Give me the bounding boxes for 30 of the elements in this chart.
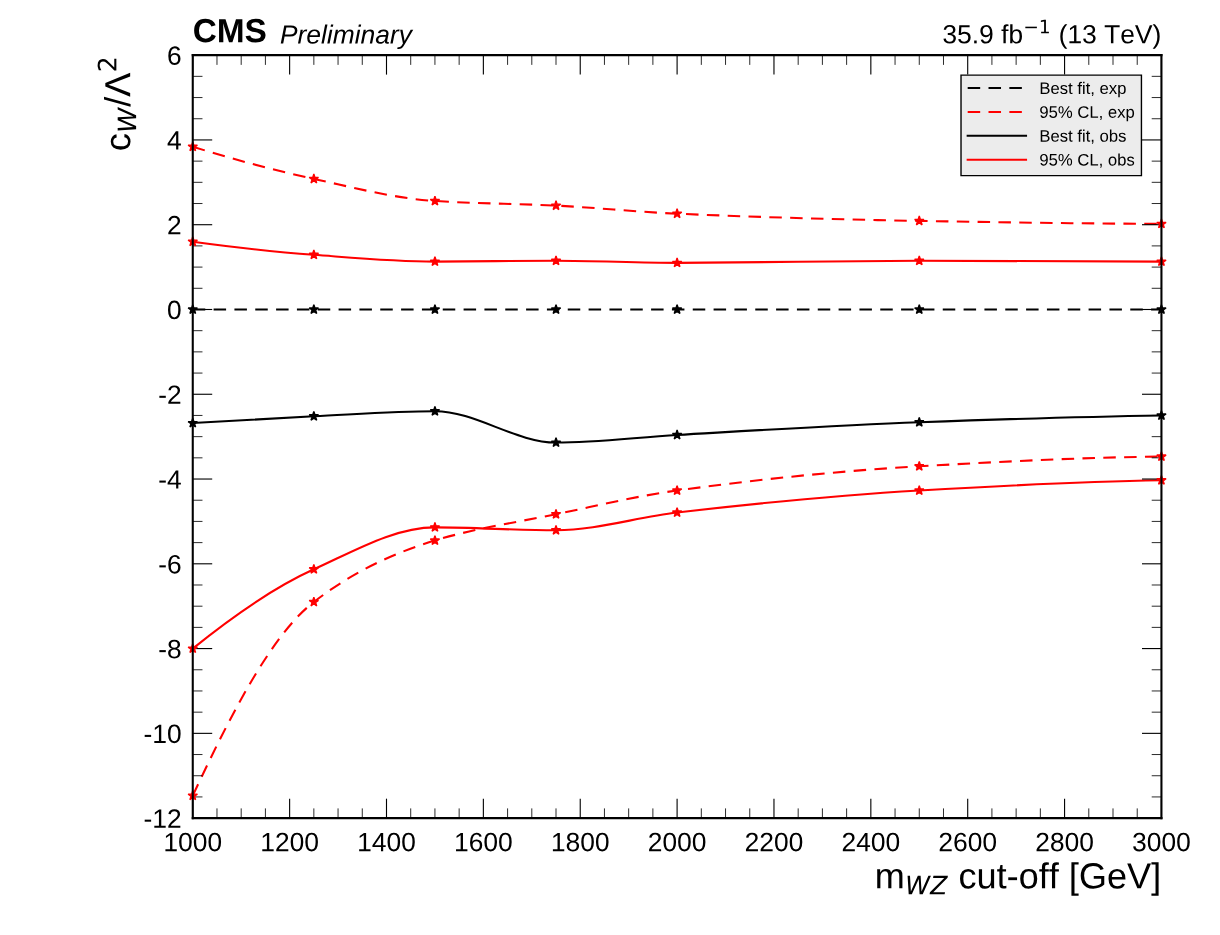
y-tick-label: -4 (159, 470, 181, 489)
x-tick-label: 1200 (262, 832, 318, 852)
y-tick-label: 6 (168, 46, 181, 65)
y-tick-label: -2 (159, 385, 181, 404)
y-tick-label: -12 (144, 809, 181, 828)
x-tick-label: 1000 (165, 832, 222, 852)
x-tick-label: 1600 (456, 832, 512, 852)
legend-label: Best fit, exp (1040, 81, 1126, 98)
x-tick-label: 1400 (359, 832, 415, 852)
y-tick-label: -6 (159, 554, 181, 574)
text: 35.9 fb$^{−1}$ (13 TeV) (943, 19, 1160, 49)
x-axis-title: m$_{WZ}$ cut-off [GeV] (877, 862, 1159, 896)
x-tick-label: 2200 (745, 832, 803, 852)
x-tick-label: 3000 (1133, 832, 1190, 852)
x-tick-label: 2000 (649, 832, 706, 852)
x-tick-label: 2600 (939, 832, 997, 852)
y-tick-label: 2 (168, 215, 181, 235)
chart-title: CMS (194, 18, 266, 43)
y-tick-label: 4 (167, 131, 181, 150)
chart-subtitle: Preliminary (280, 24, 414, 50)
y-axis-title: c$_{W}$/Λ$^{2}$ (97, 58, 137, 150)
x-tick-label: 2400 (842, 832, 900, 852)
y-tick-label: -10 (144, 724, 181, 744)
x-tick-label: 1800 (552, 832, 609, 852)
y-tick-label: 0 (168, 300, 181, 320)
y-tick-label: -8 (159, 639, 181, 659)
legend-label: 95% CL, obs (1040, 153, 1135, 168)
legend-label: Best fit, obs (1040, 129, 1126, 144)
x-tick-label: 2800 (1036, 832, 1093, 852)
legend-label: 95% CL, exp (1040, 106, 1135, 122)
